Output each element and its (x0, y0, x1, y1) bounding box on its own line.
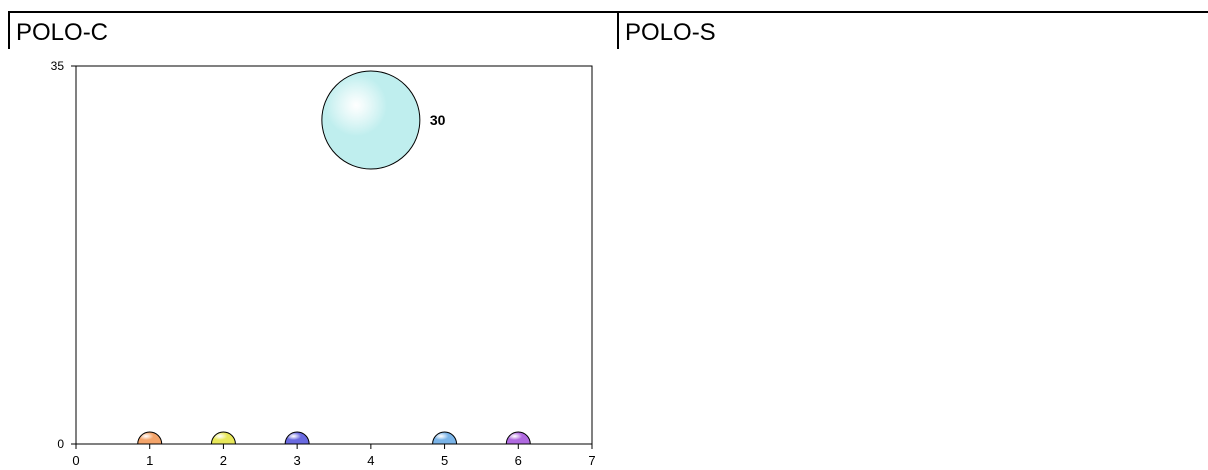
bubble-point (137, 431, 163, 445)
x-tick-label: 7 (588, 453, 595, 468)
x-tick-label: 3 (294, 453, 301, 468)
x-tick-label: 2 (220, 453, 227, 468)
data-label: 30 (430, 112, 446, 128)
bubble-point (210, 431, 236, 445)
bubble-point (321, 70, 421, 170)
bubble-point (432, 431, 458, 445)
panel-polo-s: POLO-S (617, 13, 1208, 49)
x-tick-label: 0 (72, 453, 79, 468)
y-tick-label: 0 (57, 437, 64, 451)
y-tick-label: 35 (51, 59, 65, 73)
panel-title-polo-s: POLO-S (625, 19, 716, 46)
x-tick-label: 6 (515, 453, 522, 468)
x-tick-label: 5 (441, 453, 448, 468)
panel-title-polo-c: POLO-C (16, 19, 109, 46)
top-rule (8, 11, 1208, 13)
bubble-point (505, 431, 531, 445)
panel-polo-c: POLO-C (8, 13, 610, 49)
x-tick-label: 4 (367, 453, 374, 468)
x-tick-label: 1 (146, 453, 153, 468)
bubble-point (284, 431, 310, 445)
